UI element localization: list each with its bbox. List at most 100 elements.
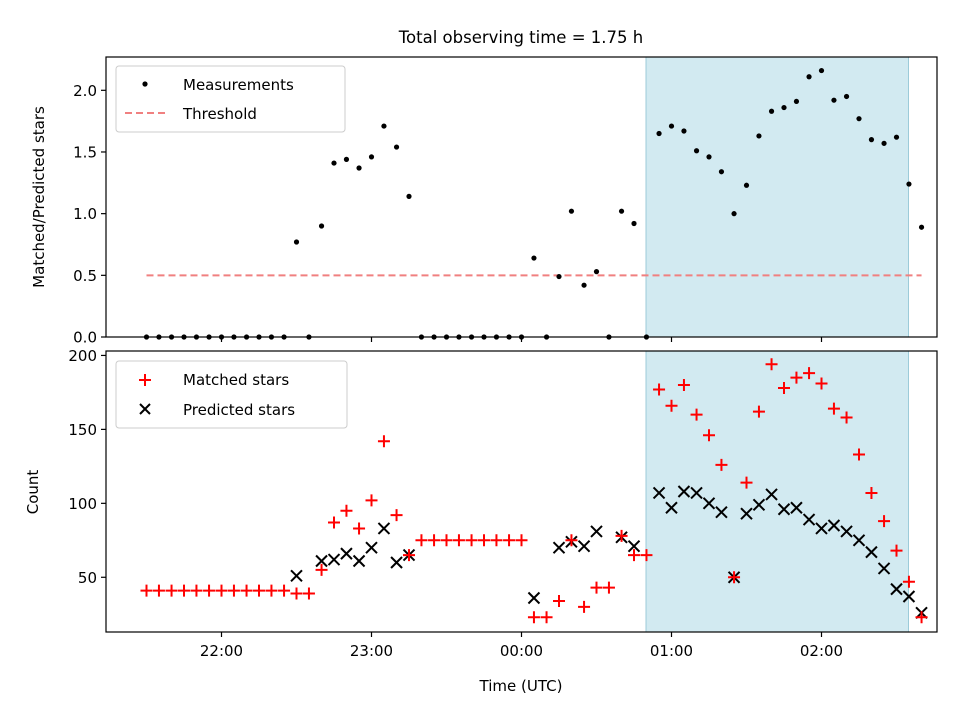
matched-star-point [503,534,516,547]
measurement-point [718,169,725,175]
measurement-point [556,273,562,280]
predicted-star-point [765,488,778,501]
top-y-axis-label: Matched/Predicted stars [30,106,48,288]
matched-star-point [452,534,465,547]
top-legend: Measurements Threshold [115,65,346,133]
matched-star-point [728,571,741,584]
bottom-legend-frame [115,360,348,429]
measurement-point [731,211,737,217]
measurement-point [368,154,375,160]
matched-star-point [565,534,578,547]
predicted-star-point [552,541,566,554]
x-tick-label: 22:00 [200,642,243,660]
measurement-point [793,98,800,105]
matched-star-point [353,522,366,535]
bottom-y-tick-label: 200 [68,347,97,365]
measurement-point [806,74,812,80]
matched-star-point [440,534,453,547]
matched-star-point [215,584,228,597]
predicted-star-point [527,591,541,605]
predicted-star-point [690,486,703,500]
measurement-point [818,67,825,74]
matched-star-point [853,448,865,461]
matched-star-point [578,600,591,613]
measurement-point [868,137,875,143]
measurement-point [706,154,712,160]
measurement-point [893,134,900,140]
measurement-point [618,208,625,214]
predicted-star-point [590,525,603,538]
matched-star-point [790,371,803,384]
predicted-star-point [827,519,841,532]
matched-star-point [253,584,265,597]
matched-star-point [165,584,178,597]
bottom-y-tick-label: 150 [68,421,97,439]
measurement-point [743,182,750,188]
matched-star-point [752,405,765,418]
measurement-point [631,220,637,227]
matched-star-point [915,611,928,624]
matched-legend-marker [139,374,151,386]
x-tick-label: 02:00 [800,642,843,660]
matched-star-point [778,381,790,394]
predicted-star-point [365,541,378,554]
measurement-point [531,255,537,261]
measurement-point [318,223,325,229]
predicted-star-point [777,503,791,516]
matched-star-point [878,515,891,528]
matched-star-point [740,476,753,489]
top-y-tick-label: 2.0 [73,82,97,100]
measurement-point [881,140,887,146]
matched-star-point [553,594,565,607]
matched-star-point [677,379,690,392]
matched-star-point [803,367,816,380]
bottom-y-axis-label: Count [24,470,42,515]
matched-star-point [265,584,278,597]
measurement-point [906,181,912,187]
matched-star-point [628,549,640,562]
bottom-y-tick-label: 50 [78,569,97,587]
matched-star-point [227,584,240,597]
predicted-star-point [865,545,878,559]
top-y-tick-label: 0.0 [73,329,97,347]
matched-star-point [590,581,603,594]
predicted-star-point [340,547,353,560]
matched-star-point [827,402,840,415]
matched-star-point [302,587,315,600]
measurements-legend-label: Measurements [183,76,294,94]
predicted-star-point [677,485,691,498]
measurement-point [293,239,300,245]
predicted-star-point [702,497,716,510]
matched-star-point [865,486,878,499]
measurement-point [406,193,412,199]
matched-star-point [340,504,353,517]
predicted-star-point [815,522,828,535]
predicted-star-point [627,540,641,553]
matched-star-point [278,584,291,597]
predicted-star-point [840,525,853,538]
bottom-axes-frame [105,350,938,633]
matched-star-point [715,458,728,471]
matched-star-point [690,408,703,421]
measurement-point [843,93,850,100]
predicted-star-point [390,556,403,569]
figure-title: Total observing time = 1.75 h [398,28,643,47]
matched-star-point [840,411,853,424]
bottom-shaded-interval [645,350,909,633]
measurement-point [693,148,700,154]
measurement-point [381,123,387,129]
predicted-star-point [740,507,753,520]
bottom-y-tick-label: 100 [68,495,97,513]
matched-star-point [902,575,915,588]
predicted-star-point [790,501,803,514]
matched-star-point [240,584,253,597]
matched-star-point [815,377,828,390]
matched-star-point [403,549,415,562]
measurement-point [768,108,775,114]
matched-star-point [377,435,390,448]
measurement-point [918,224,925,230]
predicted-star-point [377,522,391,535]
predicted-star-point [752,498,766,512]
matched-star-point [615,529,628,542]
predicted-star-point [715,505,728,519]
